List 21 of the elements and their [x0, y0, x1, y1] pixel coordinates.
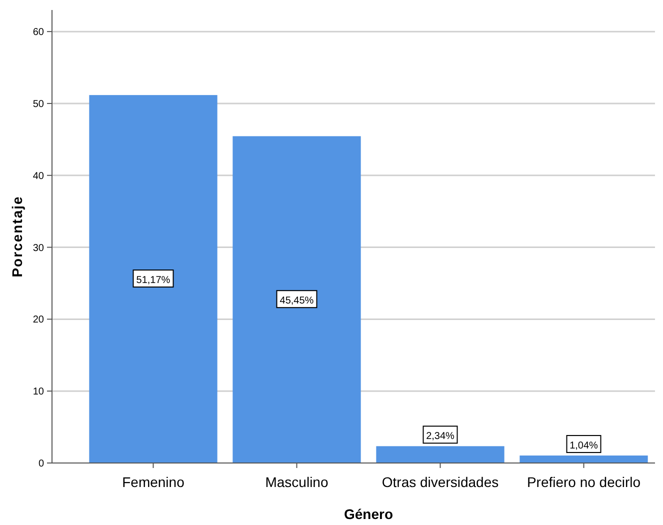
x-tick-label: Femenino — [122, 474, 185, 490]
x-tick-label: Otras diversidades — [382, 474, 499, 490]
x-tick-label: Masculino — [265, 474, 328, 490]
data-label: 1,04% — [570, 440, 598, 452]
x-axis-title: Género — [344, 506, 394, 522]
y-tick-label: 10 — [32, 386, 44, 398]
y-tick-label: 60 — [32, 27, 44, 38]
bar — [376, 446, 504, 463]
y-tick-label: 50 — [32, 98, 44, 110]
data-label: 45,45% — [280, 296, 314, 307]
data-label: 2,34% — [426, 431, 455, 442]
y-axis-title: Porcentaje — [9, 196, 25, 278]
bar — [232, 136, 361, 463]
bar — [520, 456, 648, 463]
y-tick-label: 20 — [32, 314, 44, 326]
bar — [89, 95, 218, 463]
y-tick-label: 30 — [32, 242, 44, 254]
data-label: 51,17% — [136, 275, 170, 286]
y-tick-label: 40 — [32, 170, 44, 182]
x-tick-label: Prefiero no decirlo — [526, 474, 641, 490]
y-tick-label: 0 — [38, 458, 44, 470]
